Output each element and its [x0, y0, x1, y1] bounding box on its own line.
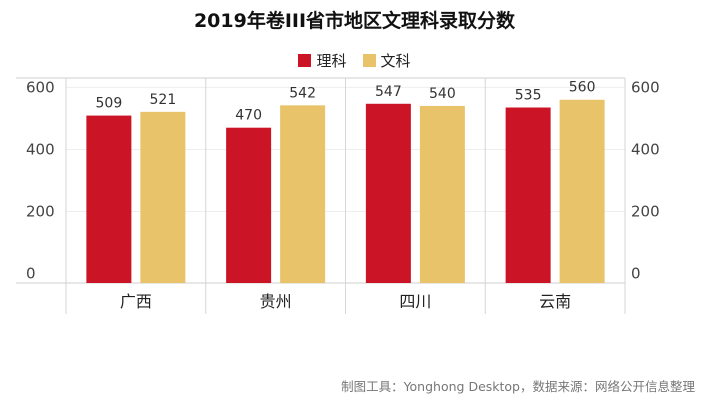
y-tick-label-left: 600	[26, 78, 55, 96]
footer-credit: 制图工具：Yonghong Desktop，数据来源：网络公开信息整理	[341, 376, 695, 395]
bar-like	[226, 128, 271, 283]
x-tick-label: 云南	[539, 292, 571, 311]
y-tick-label-right: 0	[631, 265, 641, 283]
bar-like	[506, 108, 551, 283]
y-tick-label-left: 200	[26, 203, 55, 221]
bar-wenke	[560, 100, 605, 283]
bar-wenke	[140, 112, 185, 283]
bar-wenke	[420, 106, 465, 283]
data-label: 470	[235, 108, 262, 124]
data-label: 560	[569, 80, 596, 96]
data-label: 509	[96, 96, 123, 112]
x-tick-label: 贵州	[260, 292, 292, 311]
bar-like	[366, 104, 411, 283]
data-label: 540	[429, 86, 456, 102]
y-tick-label-left: 0	[26, 265, 36, 283]
y-tick-label-right: 200	[631, 203, 660, 221]
data-label: 547	[375, 84, 402, 100]
y-tick-label-right: 400	[631, 140, 660, 158]
y-tick-label-right: 600	[631, 78, 660, 96]
x-tick-label: 四川	[399, 292, 431, 311]
data-label: 521	[150, 92, 177, 108]
data-label: 535	[515, 88, 542, 104]
y-tick-label-left: 400	[26, 140, 55, 158]
bar-wenke	[280, 105, 325, 283]
x-tick-label: 广西	[120, 292, 152, 311]
bar-like	[86, 116, 131, 283]
data-label: 542	[289, 85, 316, 101]
